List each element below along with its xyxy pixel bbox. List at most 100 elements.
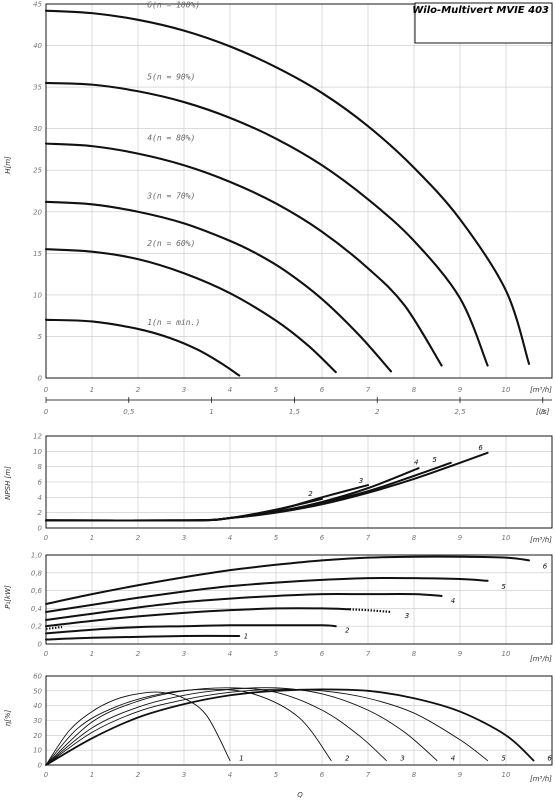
efficiency-curve-4	[45, 687, 438, 766]
chart-title: Wilo-Multivert MVIE 403	[412, 5, 549, 16]
power-curve-label: 1	[244, 633, 248, 641]
power-ylabel: P₁[kW]	[4, 585, 12, 609]
efficiency-curve-5	[45, 688, 489, 766]
npsh-xunit: [m³/h]	[530, 536, 552, 544]
efficiency-curve-label: 2	[345, 755, 350, 763]
head-ytick-label: 45	[33, 1, 42, 9]
head-xtick-label: 1	[90, 386, 94, 394]
npsh-frame	[45, 435, 553, 529]
efficiency-curve-label: 4	[451, 755, 455, 763]
head-xtick-label: 5	[274, 386, 279, 394]
ls-tick-label: 1,5	[289, 408, 301, 416]
efficiency-curve-1	[45, 691, 231, 766]
npsh-curve-5	[45, 461, 452, 522]
head-xtick-label: 3	[182, 386, 186, 394]
power-xtick-label: 9	[458, 650, 463, 658]
head-xtick-label: 8	[412, 386, 417, 394]
power-xtick-label: 2	[136, 650, 141, 658]
head-ytick-label: 0	[38, 375, 43, 383]
power-curve-label: 3	[405, 612, 409, 620]
efficiency-xtick-label: 6	[320, 771, 325, 779]
npsh-xtick-label: 0	[44, 534, 49, 542]
head-curve-label: 4(n = 80%)	[147, 133, 195, 142]
power-ytick-label: 1,0	[31, 552, 43, 560]
ls-tick-label: 3	[541, 408, 545, 416]
head-frame	[45, 3, 553, 379]
head-xtick-label: 4	[228, 386, 232, 394]
head-ytick-label: 20	[33, 208, 42, 216]
title-box	[414, 2, 553, 44]
head-curve-label: 5(n = 90%)	[147, 73, 195, 82]
efficiency-xtick-label: 9	[458, 771, 463, 779]
ls-tick-label: 1	[209, 408, 213, 416]
npsh-xtick-label: 1	[90, 534, 94, 542]
head-xtick-label: 9	[458, 386, 463, 394]
npsh-ytick-label: 4	[38, 494, 42, 502]
efficiency-frame	[45, 675, 553, 766]
power-curve-label: 2	[345, 626, 350, 634]
head-curve-4-n-80-	[44, 142, 443, 367]
efficiency-xunit: [m³/h]	[530, 775, 552, 783]
power-curve-label: 5	[501, 583, 506, 591]
ls-tick-label: 0,5	[123, 408, 135, 416]
npsh-xtick-label: 3	[182, 534, 186, 542]
ls-tick-label: 0	[44, 408, 49, 416]
npsh-ytick-label: 12	[33, 433, 42, 441]
power-xtick-label: 6	[320, 650, 325, 658]
efficiency-curve-label: 1	[239, 755, 243, 763]
power-xtick-label: 8	[412, 650, 417, 658]
efficiency-curve-3	[45, 687, 387, 766]
power-curve-1	[45, 634, 241, 641]
power-xtick-label: 5	[274, 650, 279, 658]
npsh-xtick-label: 9	[458, 534, 463, 542]
frame-layer	[45, 3, 553, 766]
efficiency-curve-label: 3	[400, 755, 404, 763]
head-xtick-label: 10	[502, 386, 511, 394]
efficiency-ytick-label: 20	[33, 732, 42, 740]
ls-tick-label: 2	[375, 408, 380, 416]
head-ylabel: H[m]	[4, 156, 12, 174]
efficiency-xtick-label: 4	[228, 771, 232, 779]
power-xtick-label: 0	[44, 650, 49, 658]
head-ytick-label: 30	[33, 125, 42, 133]
power-ytick-label: 0	[38, 641, 43, 649]
power-curve-stub	[45, 626, 63, 630]
power-frame	[45, 554, 553, 645]
head-xtick-label: 0	[44, 386, 49, 394]
npsh-xtick-label: 8	[412, 534, 417, 542]
power-xtick-label: 3	[182, 650, 186, 658]
series-layer	[44, 9, 535, 766]
power-xtick-label: 1	[90, 650, 94, 658]
power-xtick-label: 4	[228, 650, 232, 658]
npsh-ytick-label: 2	[38, 509, 43, 517]
head-xtick-label: 6	[320, 386, 325, 394]
power-curve-6	[45, 555, 530, 605]
head-ytick-label: 40	[33, 42, 42, 50]
efficiency-xtick-label: 0	[44, 771, 49, 779]
npsh-ytick-label: 0	[38, 525, 43, 533]
npsh-curve-label: 3	[359, 477, 363, 485]
power-ytick-label: 0,8	[31, 569, 43, 577]
npsh-curve-label: 5	[432, 456, 437, 464]
power-ytick-label: 0,4	[31, 605, 42, 613]
power-curve-5	[45, 576, 489, 613]
head-xtick-label: 2	[136, 386, 141, 394]
head-x2unit: [l/s]	[536, 408, 550, 416]
efficiency-curve-6	[45, 688, 535, 766]
efficiency-ytick-label: 60	[33, 673, 42, 681]
head-curve-6-n-100-	[44, 9, 531, 365]
efficiency-xtick-label: 2	[136, 771, 141, 779]
ls-tick-label: 2,5	[454, 408, 466, 416]
npsh-curve-label: 6	[478, 444, 483, 452]
head-ytick-label: 5	[38, 333, 43, 341]
head-curve-label: 3(n = 70%)	[146, 191, 195, 200]
head-curve-2-n-60-	[44, 248, 337, 374]
power-xtick-label: 10	[502, 650, 511, 658]
efficiency-ytick-label: 0	[38, 762, 43, 770]
power-curve-2	[45, 624, 337, 635]
head-xunit: [m³/h]	[530, 386, 552, 394]
efficiency-curve-label: 5	[501, 755, 506, 763]
